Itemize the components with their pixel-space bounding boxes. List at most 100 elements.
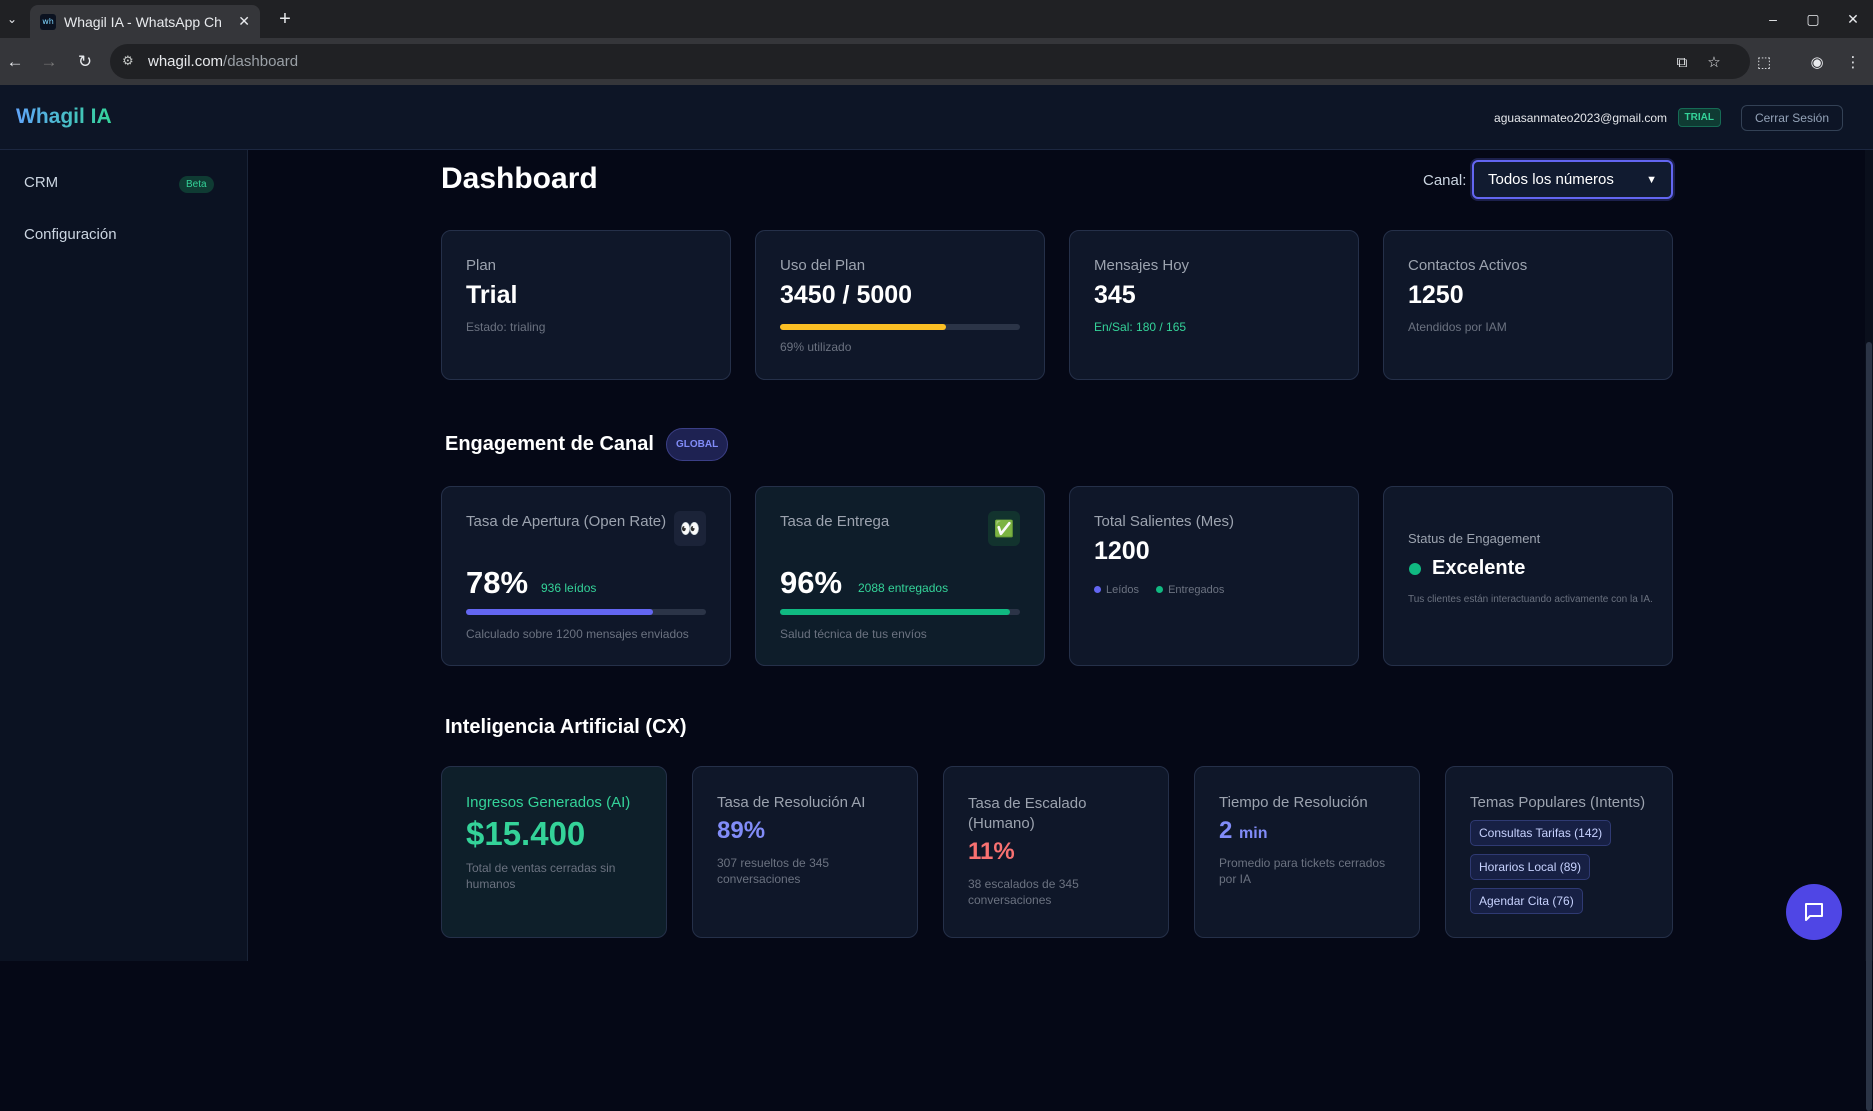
open-rate-card: Tasa de Apertura (Open Rate) 👀 78% 936 l… xyxy=(441,486,731,666)
legend-read: Leídos xyxy=(1106,584,1140,596)
outgoing-value: 1200 xyxy=(1094,537,1150,565)
maximize-icon[interactable]: ▢ xyxy=(1806,10,1820,27)
plan-badge: TRIAL xyxy=(1677,108,1721,127)
plan-value: Trial xyxy=(466,281,518,309)
open-rate-bar xyxy=(466,609,706,615)
close-window-icon[interactable]: ✕ xyxy=(1847,10,1859,27)
install-app-icon[interactable]: ⧉ xyxy=(1676,53,1688,71)
usage-value: 3450 / 5000 xyxy=(780,281,913,309)
browser-menu-icon[interactable]: ⋮ xyxy=(1845,54,1861,71)
canal-label: Canal: xyxy=(1423,172,1467,189)
new-tab-icon[interactable]: + xyxy=(279,7,291,30)
status-value: Excelente xyxy=(1432,557,1526,579)
site-settings-icon[interactable]: ⚙ xyxy=(122,53,134,68)
usage-label: Uso del Plan xyxy=(780,257,866,274)
logout-button[interactable]: Cerrar Sesión xyxy=(1740,105,1843,131)
intents-card: Temas Populares (Intents) Consultas Tari… xyxy=(1445,766,1673,938)
intent-chip[interactable]: Agendar Cita (76) xyxy=(1470,888,1583,914)
time-sub: Promedio para tickets cerrados por IA xyxy=(1219,856,1386,886)
bookmark-star-icon[interactable]: ☆ xyxy=(1707,54,1721,71)
resolution-card: Tasa de Resolución AI 89% 307 resueltos … xyxy=(692,766,918,938)
user-email: aguasanmateo2023@gmail.com xyxy=(1494,111,1667,125)
engagement-title: Engagement de Canal xyxy=(445,433,654,455)
messages-value: 345 xyxy=(1094,281,1136,309)
sidebar-item-crm[interactable]: CRM xyxy=(24,174,59,191)
outgoing-legend: Leídos Entregados xyxy=(1094,584,1224,596)
profile-icon[interactable]: ◉ xyxy=(1810,54,1824,71)
ai-title: Inteligencia Artificial (CX) xyxy=(445,716,687,738)
forward-icon[interactable]: → xyxy=(40,52,58,71)
address-bar[interactable]: ⚙ whagil.com/dashboard xyxy=(110,44,1750,79)
open-rate-detail: 936 leídos xyxy=(541,581,597,595)
page-title: Dashboard xyxy=(441,162,598,195)
legend-delivered: Entregados xyxy=(1168,584,1225,596)
plan-label: Plan xyxy=(466,257,497,274)
minimize-icon[interactable]: – xyxy=(1769,11,1777,27)
messages-in-out: En/Sal: 180 / 165 xyxy=(1094,320,1187,334)
usage-progress-fill xyxy=(780,324,946,330)
brand-logo[interactable]: Whagil IA xyxy=(16,105,112,128)
revenue-label: Ingresos Generados (AI) xyxy=(466,794,631,811)
tab-title: Whagil IA - WhatsApp Ch xyxy=(64,13,222,30)
escalation-card: Tasa de Escalado (Humano) 11% 38 escalad… xyxy=(943,766,1169,938)
back-icon[interactable]: ← xyxy=(6,52,24,71)
resolution-time-card: Tiempo de Resolución 2 min Promedio para… xyxy=(1194,766,1420,938)
messages-card: Mensajes Hoy 345 En/Sal: 180 / 165 xyxy=(1069,230,1359,380)
beta-badge: Beta xyxy=(179,176,214,193)
open-rate-label: Tasa de Apertura (Open Rate) xyxy=(466,513,667,530)
time-label: Tiempo de Resolución xyxy=(1219,794,1368,811)
tab-close-icon[interactable]: ✕ xyxy=(238,13,250,29)
status-card: Status de Engagement Excelente Tus clien… xyxy=(1383,486,1673,666)
browser-toolbar: ← → ↻ ⚙ whagil.com/dashboard ⧉ ☆ ⬚ ◉ ⋮ xyxy=(0,38,1873,85)
browser-tab-bar: ⌄ wh Whagil IA - WhatsApp Ch ✕ + – ▢ ✕ xyxy=(0,0,1873,38)
legend-dot-read xyxy=(1094,586,1101,593)
messages-label: Mensajes Hoy xyxy=(1094,257,1190,274)
legend-dot-delivered xyxy=(1156,586,1164,593)
sidebar xyxy=(0,150,248,961)
resolution-label: Tasa de Resolución AI xyxy=(717,794,866,811)
open-rate-fill xyxy=(466,609,654,615)
delivery-label: Tasa de Entrega xyxy=(780,513,890,530)
contacts-label: Contactos Activos xyxy=(1408,257,1528,274)
intents-label: Temas Populares (Intents) xyxy=(1470,794,1646,811)
outgoing-label: Total Salientes (Mes) xyxy=(1094,513,1235,530)
canal-select-value: Todos los números xyxy=(1488,171,1614,188)
eyes-icon: 👀 xyxy=(674,511,706,546)
check-icon: ✅ xyxy=(988,511,1020,546)
global-badge: GLOBAL xyxy=(666,428,729,461)
url-text: whagil.com/dashboard xyxy=(148,53,299,70)
revenue-sub: Total de ventas cerradas sin humanos xyxy=(466,861,616,891)
resolution-sub: 307 resueltos de 345 conversaciones xyxy=(717,856,830,886)
scrollbar-thumb[interactable] xyxy=(1866,342,1872,1111)
intent-chip[interactable]: Consultas Tarifas (142) xyxy=(1470,820,1612,846)
chat-bubble-icon xyxy=(1805,903,1823,921)
delivery-sub: Salud técnica de tus envíos xyxy=(780,627,927,641)
extensions-icon[interactable]: ⬚ xyxy=(1756,54,1772,71)
usage-percent: 69% utilizado xyxy=(780,340,852,354)
open-rate-sub: Calculado sobre 1200 mensajes enviados xyxy=(466,627,689,641)
status-dot xyxy=(1409,563,1421,575)
status-label: Status de Engagement xyxy=(1408,531,1541,546)
chat-button[interactable] xyxy=(1786,884,1842,940)
escalation-sub: 38 escalados de 345 conversaciones xyxy=(968,877,1079,907)
delivery-bar xyxy=(780,609,1020,615)
browser-tab[interactable]: wh Whagil IA - WhatsApp Ch ✕ xyxy=(30,5,260,38)
time-value: 2 min xyxy=(1219,817,1268,844)
plan-card: Plan Trial Estado: trialing xyxy=(441,230,731,380)
intent-chip[interactable]: Horarios Local (89) xyxy=(1470,854,1591,880)
contacts-card: Contactos Activos 1250 Atendidos por IAM xyxy=(1383,230,1673,380)
plan-status: Estado: trialing xyxy=(466,320,546,334)
escalation-value: 11% xyxy=(968,838,1015,865)
page-scrollbar[interactable] xyxy=(1865,150,1873,1111)
tab-search-chevron-icon[interactable]: ⌄ xyxy=(6,12,18,26)
resolution-value: 89% xyxy=(717,817,766,844)
reload-icon[interactable]: ↻ xyxy=(77,52,93,71)
delivery-value: 96% xyxy=(780,565,843,600)
contacts-sub: Atendidos por IAM xyxy=(1408,320,1507,334)
revenue-card: Ingresos Generados (AI) $15.400 Total de… xyxy=(441,766,667,938)
usage-card: Uso del Plan 3450 / 5000 69% utilizado xyxy=(755,230,1045,380)
usage-progress-bar xyxy=(780,324,1020,330)
canal-select[interactable]: Todos los números ▼ xyxy=(1472,160,1673,199)
sidebar-item-configuracion[interactable]: Configuración xyxy=(24,226,117,243)
revenue-value: $15.400 xyxy=(466,815,586,852)
